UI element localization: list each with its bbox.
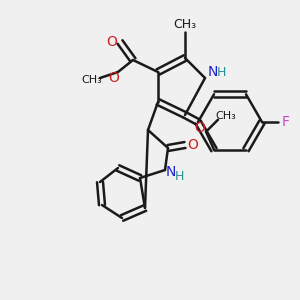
Text: CH₃: CH₃	[216, 111, 236, 121]
Text: F: F	[282, 115, 290, 129]
Text: O: O	[106, 35, 117, 49]
Text: H: H	[174, 169, 184, 182]
Text: N: N	[208, 65, 218, 79]
Text: H: H	[216, 65, 226, 79]
Text: CH₃: CH₃	[82, 75, 102, 85]
Text: N: N	[166, 165, 176, 179]
Text: CH₃: CH₃	[173, 17, 196, 31]
Text: O: O	[188, 138, 198, 152]
Text: O: O	[195, 121, 206, 135]
Text: O: O	[109, 71, 119, 85]
